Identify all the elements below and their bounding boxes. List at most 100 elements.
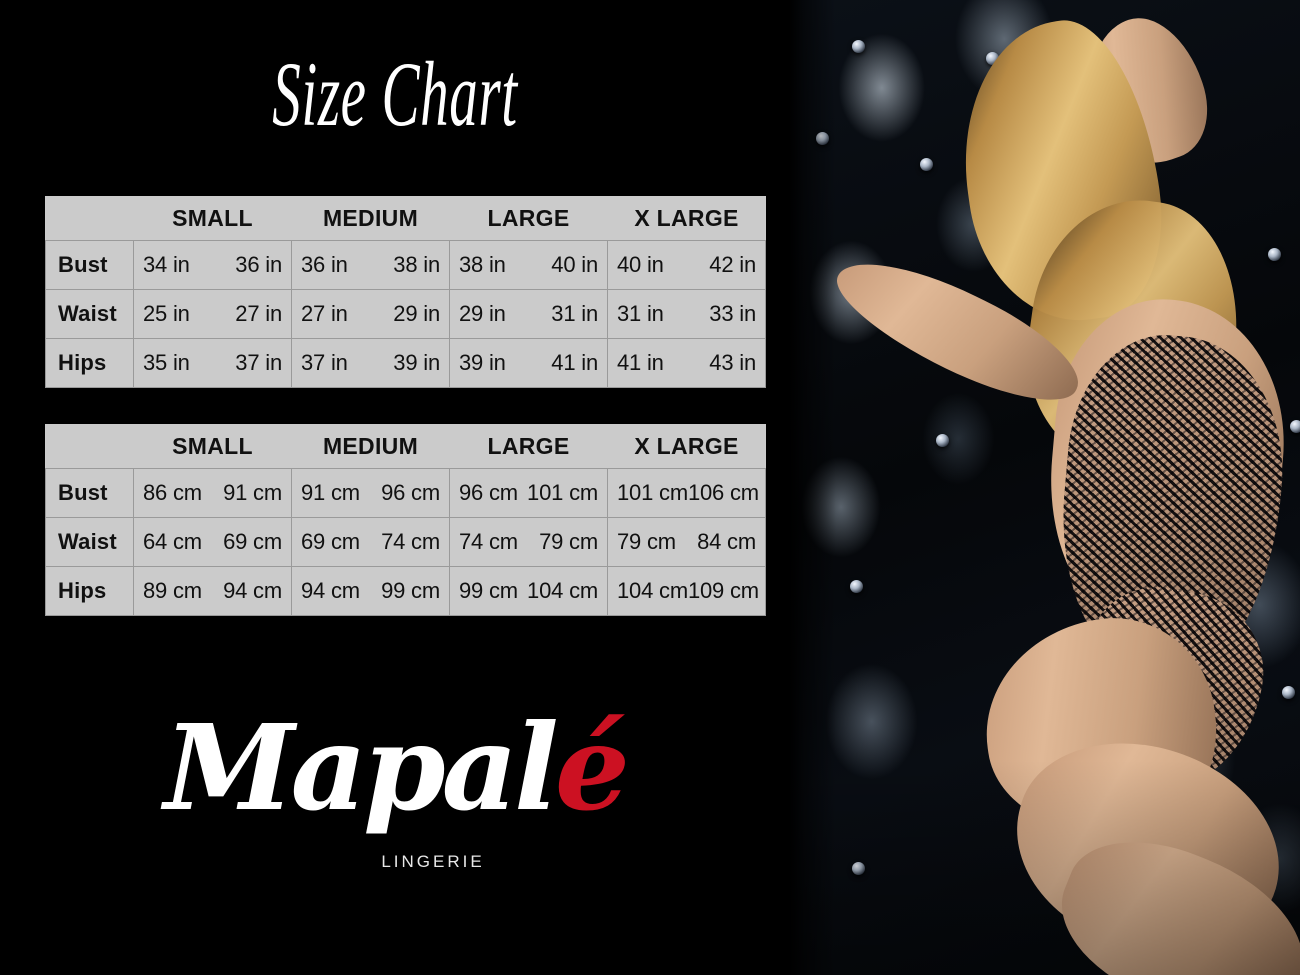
value-max: 41 in [551,350,598,375]
photo-vignette [790,0,1300,975]
cell-hips-medium: 37 in 39 in [291,338,450,388]
value-max: 96 cm [381,480,440,505]
value-max: 33 in [709,301,756,326]
cell-bust-large: 96 cm 101 cm [449,468,608,518]
value-min: 25 in [143,301,190,326]
cell-bust-small: 86 cm 91 cm [133,468,292,518]
cell-waist-large: 29 in 31 in [449,289,608,339]
row-label-hips: Hips [45,338,134,388]
value-max: 69 cm [223,529,282,554]
cell-bust-medium: 36 in 38 in [291,240,450,290]
value-max: 38 in [393,252,440,277]
cell-hips-medium: 94 cm 99 cm [291,566,450,616]
table-row: Hips 35 in 37 in 37 in 39 in 39 in 41 in 41… [45,338,766,388]
header-medium: MEDIUM [291,424,450,469]
table-row: Waist 25 in 27 in 27 in 29 in 29 in 31 in 3… [45,289,766,339]
table-row: Bust 86 cm 91 cm 91 cm 96 cm 96 cm 101 cm 1… [45,468,766,518]
value-min: 89 cm [143,578,202,603]
size-table-centimeters: SMALL MEDIUM LARGE X LARGE Bust 86 cm 91 … [45,424,766,616]
value-max: 99 cm [381,578,440,603]
value-min: 27 in [301,301,348,326]
value-min: 74 cm [459,529,518,554]
row-label-bust: Bust [45,240,134,290]
value-max: 36 in [235,252,282,277]
value-min: 99 cm [459,578,518,603]
value-max: 39 in [393,350,440,375]
value-min: 37 in [301,350,348,375]
value-min: 29 in [459,301,506,326]
value-min: 34 in [143,252,190,277]
value-min: 86 cm [143,480,202,505]
table-row: Bust 34 in 36 in 36 in 38 in 38 in 40 in 40… [45,240,766,290]
logo-wordmark: Mapalé [0,700,790,836]
cell-hips-xlarge: 104 cm 109 cm [607,566,766,616]
cell-hips-xlarge: 41 in 43 in [607,338,766,388]
row-label-waist: Waist [45,517,134,567]
value-min: 94 cm [301,578,360,603]
header-xlarge: X LARGE [607,424,766,469]
cell-bust-small: 34 in 36 in [133,240,292,290]
logo-subtitle: LINGERIE [381,852,485,871]
header-large: LARGE [449,196,608,241]
value-max: 101 cm [527,480,598,505]
value-min: 36 in [301,252,348,277]
header-corner [45,424,134,469]
row-label-waist: Waist [45,289,134,339]
value-min: 41 in [617,350,664,375]
cell-waist-xlarge: 79 cm 84 cm [607,517,766,567]
table-header-row: SMALL MEDIUM LARGE X LARGE [45,196,766,241]
cell-waist-small: 64 cm 69 cm [133,517,292,567]
value-min: 101 cm [617,480,688,505]
value-min: 38 in [459,252,506,277]
value-min: 91 cm [301,480,360,505]
value-max: 27 in [235,301,282,326]
value-min: 69 cm [301,529,360,554]
value-max: 29 in [393,301,440,326]
table-row: Waist 64 cm 69 cm 69 cm 74 cm 74 cm 79 cm 7… [45,517,766,567]
header-corner [45,196,134,241]
logo-wordmark-main: Mapal [164,698,559,837]
size-table-inches: SMALL MEDIUM LARGE X LARGE Bust 34 in 36 … [45,196,766,388]
cell-bust-medium: 91 cm 96 cm [291,468,450,518]
cell-bust-xlarge: 101 cm 106 cm [607,468,766,518]
value-max: 31 in [551,301,598,326]
value-max: 37 in [235,350,282,375]
header-small: SMALL [133,424,292,469]
cell-waist-xlarge: 31 in 33 in [607,289,766,339]
value-max: 74 cm [381,529,440,554]
table-header-row: SMALL MEDIUM LARGE X LARGE [45,424,766,469]
header-small: SMALL [133,196,292,241]
header-xlarge: X LARGE [607,196,766,241]
cell-waist-large: 74 cm 79 cm [449,517,608,567]
model-photo [790,0,1300,975]
header-medium: MEDIUM [291,196,450,241]
page-title: Size Chart [272,43,518,145]
logo-wordmark-accent: é [554,698,630,837]
cell-hips-small: 89 cm 94 cm [133,566,292,616]
row-label-bust: Bust [45,468,134,518]
value-max: 94 cm [223,578,282,603]
value-max: 91 cm [223,480,282,505]
value-max: 109 cm [687,578,759,603]
value-max: 106 cm [687,480,759,505]
table-row: Hips 89 cm 94 cm 94 cm 99 cm 99 cm 104 cm 1… [45,566,766,616]
cell-bust-large: 38 in 40 in [449,240,608,290]
cell-bust-xlarge: 40 in 42 in [607,240,766,290]
value-max: 104 cm [527,578,598,603]
value-min: 40 in [617,252,664,277]
cell-waist-medium: 27 in 29 in [291,289,450,339]
value-max: 42 in [709,252,756,277]
value-min: 31 in [617,301,664,326]
header-large: LARGE [449,424,608,469]
cell-hips-large: 39 in 41 in [449,338,608,388]
info-panel: Size Chart SMALL MEDIUM LARGE X LARGE Bu… [0,43,790,871]
value-max: 84 cm [697,529,756,554]
cell-hips-large: 99 cm 104 cm [449,566,608,616]
value-max: 40 in [551,252,598,277]
value-min: 96 cm [459,480,518,505]
cell-waist-medium: 69 cm 74 cm [291,517,450,567]
value-min: 39 in [459,350,506,375]
cell-waist-small: 25 in 27 in [133,289,292,339]
value-min: 79 cm [617,529,676,554]
